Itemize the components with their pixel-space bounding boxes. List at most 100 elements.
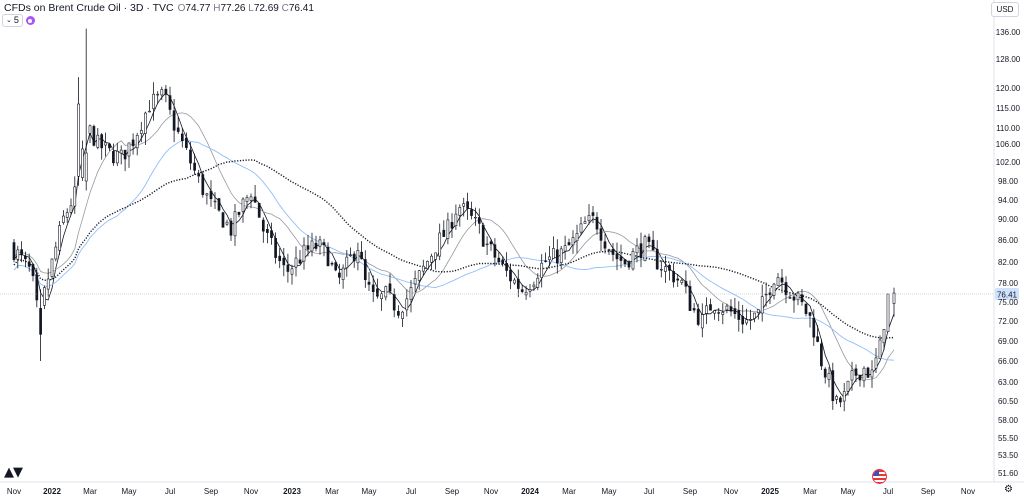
- candle: [749, 309, 752, 330]
- time-tick-label: Sep: [921, 487, 936, 496]
- currency-selector[interactable]: USD: [991, 2, 1019, 17]
- candle: [257, 203, 261, 218]
- time-tick-label: Nov: [7, 487, 21, 496]
- candle: [341, 264, 345, 289]
- candle: [135, 132, 139, 156]
- last-price-label: 76.41: [997, 291, 1018, 300]
- indicators-collapse-button[interactable]: ⌄ 5: [2, 14, 23, 27]
- candle: [326, 242, 330, 267]
- candle: [680, 278, 684, 285]
- candle: [659, 260, 663, 278]
- candle: [338, 263, 341, 285]
- candle: [405, 289, 409, 317]
- us-flag-icon[interactable]: [872, 469, 887, 484]
- symbol-legend[interactable]: CFDs on Brent Crude Oil · 3D · TVC O74.7…: [4, 2, 314, 14]
- candle: [92, 124, 96, 147]
- candle: [58, 221, 61, 255]
- candle: [65, 208, 69, 223]
- time-tick-label: 2022: [43, 487, 61, 496]
- price-tick-label: 63.00: [998, 378, 1019, 387]
- candle: [737, 301, 741, 332]
- price-tick-label: 115.00: [996, 104, 1020, 113]
- candle: [870, 360, 874, 388]
- candle: [197, 169, 201, 183]
- candle: [812, 309, 816, 346]
- candlesticks: [12, 28, 896, 412]
- candle: [54, 241, 58, 262]
- moving-average-lines: [13, 92, 895, 399]
- gear-icon[interactable]: ⚙: [1004, 484, 1013, 495]
- indicator-settings-icon[interactable]: [25, 16, 35, 25]
- candle: [599, 218, 603, 252]
- tradingview-logo-icon[interactable]: ▲▼: [4, 465, 23, 480]
- candle: [388, 273, 392, 295]
- symbol-title[interactable]: CFDs on Brent Crude Oil · 3D · TVC: [4, 2, 174, 14]
- candle: [489, 239, 493, 251]
- candle: [314, 235, 318, 252]
- time-axis[interactable]: Nov 2022 Mar May Jul Sep Nov 2023 Mar May Jul Sep No…: [7, 487, 975, 496]
- candle: [567, 238, 571, 246]
- price-tick-label: 94.00: [998, 196, 1019, 205]
- time-tick-label: Sep: [204, 487, 219, 496]
- price-tick-label: 60.50: [998, 397, 1019, 406]
- candle: [392, 288, 396, 318]
- candle: [635, 238, 639, 263]
- candle: [639, 232, 643, 268]
- price-tick-label: 53.50: [998, 451, 1019, 460]
- candle: [164, 85, 168, 103]
- candle: [20, 241, 23, 263]
- candle: [874, 347, 878, 374]
- indicator-count: 5: [13, 15, 19, 25]
- candle: [552, 236, 555, 259]
- candle: [713, 309, 716, 320]
- price-tick-label: 110.00: [996, 124, 1020, 133]
- candle: [73, 176, 77, 214]
- time-tick-label: Jul: [883, 487, 893, 496]
- candle: [84, 28, 88, 191]
- price-axis[interactable]: 136.00 128.00 120.00 115.00 110.00 106.00 102.…: [995, 28, 1021, 478]
- candle: [688, 280, 692, 311]
- candle: [780, 269, 784, 293]
- candle: [217, 198, 221, 212]
- candle: [571, 230, 575, 254]
- candle: [768, 288, 772, 304]
- candle: [820, 339, 823, 371]
- candle: [371, 275, 375, 302]
- candle: [772, 282, 776, 300]
- candle: [160, 86, 164, 101]
- candle: [827, 367, 831, 388]
- ma-line-solid-dark: [13, 92, 895, 399]
- price-tick-label: 75.00: [998, 298, 1019, 307]
- candle: [12, 239, 16, 263]
- price-tick-label: 86.00: [998, 236, 1019, 245]
- candle: [668, 263, 671, 281]
- price-tick-label: 69.00: [998, 337, 1019, 346]
- price-tick-label: 66.00: [998, 357, 1019, 366]
- candle: [322, 238, 326, 257]
- candle: [229, 218, 233, 242]
- indicator-toggles: ⌄ 5: [2, 14, 35, 27]
- candle: [470, 201, 473, 220]
- candle: [835, 394, 838, 405]
- time-tick-label: Mar: [325, 487, 339, 496]
- price-tick-label: 72.00: [998, 317, 1019, 326]
- candle: [524, 285, 528, 300]
- candle: [115, 142, 119, 167]
- time-tick-label: Jul: [644, 487, 654, 496]
- candle: [745, 308, 748, 326]
- candle: [501, 256, 505, 267]
- candle: [96, 127, 100, 150]
- candle: [442, 220, 446, 237]
- candle: [631, 248, 635, 271]
- candle: [286, 253, 290, 283]
- candle: [647, 233, 651, 249]
- candle: [108, 143, 111, 152]
- candle: [241, 197, 245, 223]
- candle: [237, 211, 241, 218]
- time-tick-label: Nov: [484, 487, 498, 496]
- candle: [450, 213, 454, 238]
- price-tick-label: 120.00: [996, 84, 1021, 93]
- time-tick-label: May: [121, 487, 136, 496]
- candle: [193, 153, 196, 175]
